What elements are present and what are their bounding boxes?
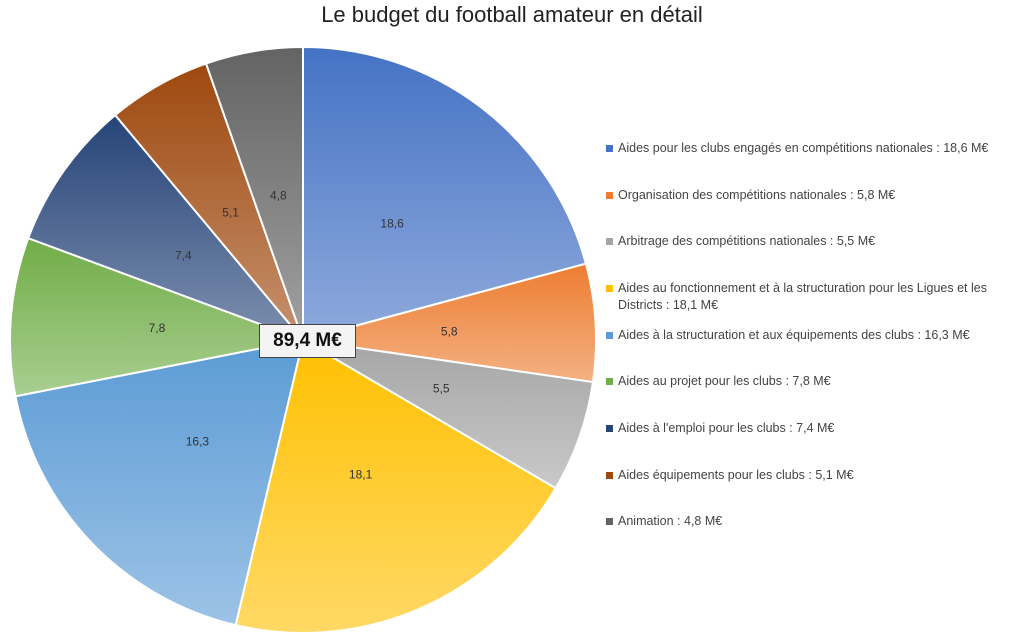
legend-label: Aides à l'emploi pour les clubs : 7,4 M€: [618, 421, 835, 435]
data-label: 7,8: [149, 321, 166, 335]
data-label: 4,8: [270, 189, 287, 203]
legend-item: Animation : 4,8 M€: [606, 513, 722, 530]
pie-slice: [204, 45, 304, 341]
legend-item: Aides au projet pour les clubs : 7,8 M€: [606, 373, 831, 390]
data-label: 5,5: [433, 381, 450, 395]
legend-marker: [606, 518, 613, 525]
legend-marker: [606, 332, 613, 339]
pie-slice: [26, 113, 307, 343]
legend-marker: [606, 472, 613, 479]
legend-label: Aides au projet pour les clubs : 7,8 M€: [618, 374, 831, 388]
legend-label: Arbitrage des compétitions nationales : …: [618, 234, 876, 248]
legend-item: Aides équipements pour les clubs : 5,1 M…: [606, 467, 854, 484]
legend-marker: [606, 285, 613, 292]
legend-label: Aides pour les clubs engagés en compétit…: [618, 141, 989, 155]
total-label: 89,4 M€: [259, 324, 356, 358]
legend-marker: [606, 378, 613, 385]
legend-label: Organisation des compétitions nationales…: [618, 188, 896, 202]
legend-label: Animation : 4,8 M€: [618, 514, 723, 528]
legend-item: Aides à la structuration et aux équipeme…: [606, 327, 970, 344]
data-label: 16,3: [186, 435, 210, 449]
data-label: 18,1: [349, 468, 373, 482]
legend-marker: [606, 425, 613, 432]
legend-marker: [606, 192, 613, 199]
legend-item: Aides pour les clubs engagés en compétit…: [606, 140, 988, 157]
legend-label: Aides à la structuration et aux équipeme…: [618, 328, 970, 342]
data-label: 5,1: [222, 206, 239, 220]
legend-label: Aides équipements pour les clubs : 5,1 M…: [618, 468, 854, 482]
legend-marker: [606, 145, 613, 152]
pie-slice: [302, 45, 588, 342]
legend-label: Aides au fonctionnement et à la structur…: [618, 281, 987, 312]
chart-title: Le budget du football amateur en détail: [321, 2, 703, 27]
legend-item: Aides au fonctionnement et à la structur…: [606, 280, 1016, 314]
legend-marker: [606, 238, 613, 245]
legend-item: Organisation des compétitions nationales…: [606, 187, 895, 204]
pie-slice: [234, 338, 558, 634]
legend-item: Aides à l'emploi pour les clubs : 7,4 M€: [606, 420, 834, 437]
pie-slice: [14, 338, 305, 627]
pie-slice: [9, 236, 307, 398]
pie-slice: [302, 262, 597, 384]
data-label: 18,6: [380, 217, 404, 231]
legend-item: Arbitrage des compétitions nationales : …: [606, 233, 875, 250]
data-label: 5,8: [441, 324, 458, 338]
data-label: 7,4: [175, 248, 192, 262]
